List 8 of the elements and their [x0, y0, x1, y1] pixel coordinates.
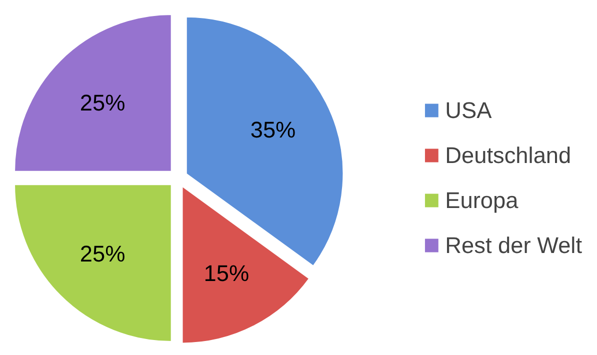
data-label: 25%	[80, 90, 126, 116]
legend-label: Rest der Welt	[445, 232, 582, 258]
legend-label: Europa	[445, 186, 518, 214]
data-label: 25%	[80, 240, 126, 266]
legend-label: USA	[445, 96, 492, 124]
data-label: 35%	[250, 116, 296, 143]
data-label: 15%	[204, 260, 250, 286]
legend-label: Deutschland	[445, 142, 572, 168]
